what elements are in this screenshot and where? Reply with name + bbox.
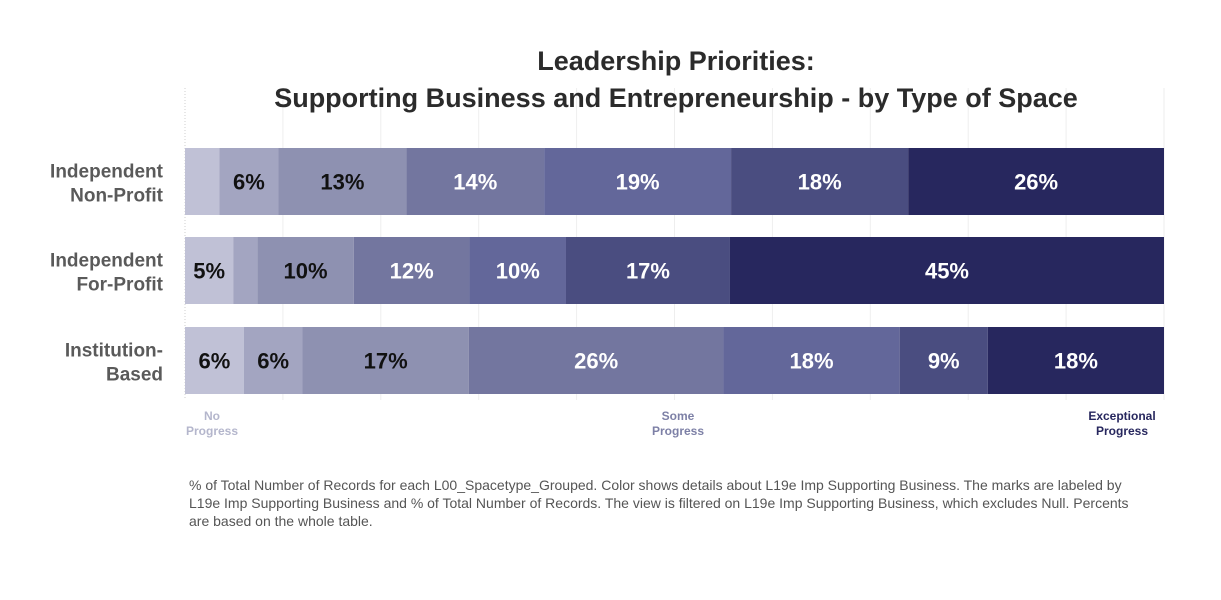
category-label: For-Profit bbox=[76, 275, 163, 296]
bar-segment bbox=[731, 148, 909, 215]
data-label: 9% bbox=[928, 349, 960, 374]
data-label: 18% bbox=[1054, 349, 1098, 374]
data-label: 13% bbox=[320, 170, 364, 195]
scale-label: Exceptional bbox=[1088, 409, 1155, 423]
data-label: 5% bbox=[193, 259, 225, 284]
data-label: 10% bbox=[496, 259, 540, 284]
scale-label: Some bbox=[662, 409, 695, 423]
data-label: 18% bbox=[798, 170, 842, 195]
data-label: 17% bbox=[626, 259, 670, 284]
bar-segment bbox=[278, 148, 407, 215]
bar-segment bbox=[723, 327, 900, 394]
chart-title-line-1: Leadership Priorities: bbox=[537, 46, 815, 76]
bar-segment bbox=[469, 237, 566, 304]
bar-segment bbox=[544, 148, 732, 215]
labels-layer: 6% 13% 14% 19% 18% 26% 5% 10% 12% 10% 17% 45% 6% 6% 17… bbox=[193, 170, 1098, 374]
data-label: 18% bbox=[790, 349, 834, 374]
bar-segment bbox=[257, 237, 354, 304]
bar-segment bbox=[302, 327, 469, 394]
bar-segment bbox=[219, 148, 279, 215]
scale-label: No bbox=[204, 409, 220, 423]
bar-segment bbox=[185, 237, 234, 304]
bars-layer bbox=[185, 148, 1164, 394]
data-label: 26% bbox=[1014, 170, 1058, 195]
progress-scale-labels: NoProgressSomeProgressExceptionalProgres… bbox=[186, 409, 1156, 438]
bar-segment bbox=[353, 237, 470, 304]
bar-segment bbox=[987, 327, 1164, 394]
bar-segment bbox=[233, 237, 258, 304]
data-label: 45% bbox=[925, 259, 969, 284]
bar-segment bbox=[406, 148, 545, 215]
category-label: Independent bbox=[50, 251, 164, 272]
stacked-bar-chart: Leadership Priorities: Supporting Busine… bbox=[50, 46, 1165, 438]
bar-segment bbox=[899, 327, 988, 394]
data-label: 14% bbox=[453, 170, 497, 195]
data-label: 6% bbox=[257, 349, 289, 374]
chart-footnote: % of Total Number of Records for each L0… bbox=[189, 477, 1129, 529]
bar-segment bbox=[908, 148, 1164, 215]
category-label: Non-Profit bbox=[70, 186, 164, 207]
bar-segment bbox=[565, 237, 730, 304]
data-label: 6% bbox=[198, 349, 230, 374]
data-label: 17% bbox=[364, 349, 408, 374]
bar-segment bbox=[185, 148, 220, 215]
data-label: 10% bbox=[284, 259, 328, 284]
bar-segment bbox=[185, 327, 244, 394]
bar-segment bbox=[468, 327, 724, 394]
data-label: 12% bbox=[390, 259, 434, 284]
bar-segment bbox=[243, 327, 303, 394]
scale-label: Progress bbox=[186, 424, 238, 438]
chart-title-line-2: Supporting Business and Entrepreneurship… bbox=[274, 83, 1078, 113]
category-label: Independent bbox=[50, 162, 164, 183]
data-label: 6% bbox=[233, 170, 265, 195]
scale-label: Progress bbox=[1096, 424, 1148, 438]
data-label: 19% bbox=[616, 170, 660, 195]
scale-label: Progress bbox=[652, 424, 704, 438]
data-label: 26% bbox=[574, 349, 618, 374]
category-labels: Independent Non-Profit Independent For-Prof… bbox=[50, 162, 164, 386]
category-label: Based bbox=[106, 365, 163, 386]
bar-segment bbox=[729, 237, 1164, 304]
category-label: Institution- bbox=[65, 341, 163, 362]
